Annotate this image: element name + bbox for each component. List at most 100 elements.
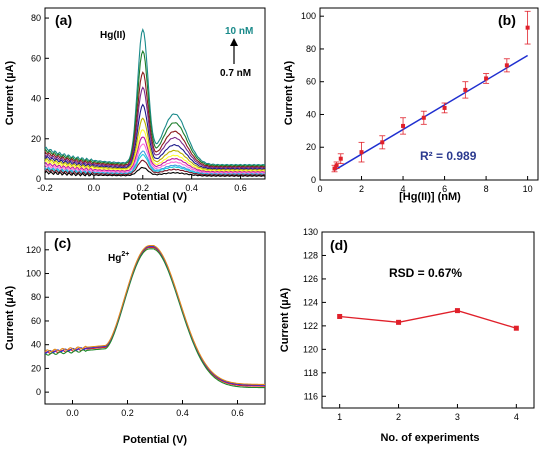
y-tick-label: 80 [306, 44, 316, 54]
annotation-a: Hg(II) [100, 30, 126, 41]
plot-frame-b [319, 7, 539, 181]
y-tick-label: 60 [31, 53, 41, 63]
data-point [401, 123, 406, 128]
x-tick-label: 0.2 [137, 183, 150, 193]
data-point [484, 76, 489, 81]
repeat-voltammogram-series [44, 246, 265, 387]
x-tick-label: -0.2 [37, 183, 53, 193]
y-tick-label: 126 [303, 274, 318, 284]
data-point [396, 319, 402, 325]
y-tick-label: 20 [31, 363, 41, 373]
y-axis-title-a: Current (µA) [4, 60, 16, 125]
data-point [463, 87, 468, 92]
voltammogram-series-a [44, 136, 266, 173]
data-point [421, 115, 426, 120]
annotation-c-base: Hg [108, 253, 121, 264]
y-axis-title-c: Current (µA) [4, 285, 16, 350]
linear-fit-line [334, 54, 529, 171]
legend-conc-low: 0.7 nM [220, 68, 251, 79]
y-tick-label: 0 [36, 387, 41, 397]
panel-label-b: (b) [498, 12, 516, 28]
panel-c: 0.0 0.2 0.4 0.6 0 20 40 60 80 100 120 (c) Hg2+ Pot… [4, 231, 266, 446]
x-tick-label: 0.6 [234, 183, 247, 193]
data-point [334, 163, 339, 168]
y-tick-label: 120 [26, 245, 41, 255]
plot-frame-d [321, 231, 535, 409]
x-axis-title-a: Potential (V) [123, 191, 188, 203]
x-tick-label: 0.4 [185, 183, 198, 193]
y-tick-label: 20 [306, 142, 316, 152]
voltammogram-series-a [44, 86, 266, 169]
panel-label-c: (c) [54, 235, 71, 251]
reproducibility-line [339, 309, 517, 329]
y-tick-label: 100 [26, 269, 41, 279]
data-point [380, 140, 385, 145]
data-point [513, 325, 519, 331]
r2-annotation: R² = 0.989 [420, 149, 477, 163]
y-tick-label: 118 [304, 368, 318, 378]
voltammogram-series-a [44, 143, 266, 174]
data-point [337, 313, 343, 319]
y-tick-label: 60 [306, 77, 316, 87]
x-tick-label: 4 [401, 184, 406, 194]
x-axis-title-c: Potential (V) [123, 434, 188, 446]
x-tick-label: 6 [442, 184, 447, 194]
x-tick-label: 2 [359, 184, 364, 194]
panel-d: 1 2 3 4 116 118 120 122 124 126 128 130 (d) RSD = 0… [279, 227, 535, 444]
y-tick-label: 130 [303, 227, 318, 237]
plot-frame-a [44, 7, 266, 180]
x-tick-label: 0.6 [231, 408, 244, 418]
repeat-voltammogram-series [44, 248, 265, 389]
y-tick-label: 0 [36, 174, 41, 184]
y-tick-label: 124 [303, 297, 318, 307]
plot-frame-c [44, 231, 266, 405]
panel-label-a: (a) [55, 12, 72, 28]
voltammogram-series-a [44, 27, 266, 166]
y-tick-label: 60 [31, 316, 41, 326]
y-tick-label: 40 [306, 109, 316, 119]
voltammogram-series-a [44, 129, 266, 172]
rsd-annotation: RSD = 0.67% [389, 266, 462, 280]
y-tick-label: 0 [311, 175, 316, 185]
x-tick-label: 3 [455, 412, 460, 422]
data-point [504, 63, 509, 68]
y-tick-label: 80 [31, 292, 41, 302]
x-tick-label: 0.0 [88, 183, 101, 193]
x-axis-title-b: [Hg(II)] (nM) [399, 191, 461, 203]
data-point [525, 25, 530, 30]
x-tick-label: 1 [337, 412, 342, 422]
x-axis-title-d: No. of experiments [380, 432, 479, 444]
data-point [359, 150, 364, 155]
annotation-c-sup: 2+ [121, 251, 129, 258]
y-tick-label: 100 [301, 11, 316, 21]
x-tick-label: 0.2 [121, 408, 134, 418]
voltammogram-series-a [44, 49, 266, 167]
repeat-voltammogram-series [44, 245, 265, 386]
y-tick-label: 80 [31, 13, 41, 23]
x-tick-label: 0.0 [66, 408, 79, 418]
y-tick-label: 40 [31, 94, 41, 104]
y-tick-label: 116 [304, 391, 318, 401]
y-axis-title-d: Current (µA) [279, 287, 291, 352]
x-tick-label: 8 [484, 184, 489, 194]
x-tick-label: 4 [514, 412, 519, 422]
panel-a: -0.2 0.0 0.2 0.4 0.6 0 20 40 60 80 (a) Hg(II) 10 … [4, 7, 266, 203]
arrow-up-icon [230, 38, 238, 46]
panel-label-d: (d) [330, 237, 348, 253]
y-tick-label: 20 [31, 134, 41, 144]
x-tick-label: 2 [396, 412, 401, 422]
y-tick-label: 122 [303, 321, 318, 331]
x-tick-label: 10 [523, 184, 533, 194]
voltammogram-series-a [44, 71, 266, 168]
y-tick-label: 120 [303, 344, 318, 354]
x-tick-label: 0 [317, 184, 322, 194]
y-tick-label: 128 [303, 250, 318, 260]
x-tick-label: 0.4 [176, 408, 189, 418]
voltammogram-series-a [44, 117, 266, 171]
annotation-c: Hg2+ [108, 251, 129, 264]
legend-conc-high: 10 nM [225, 26, 253, 37]
y-tick-label: 40 [31, 340, 41, 350]
data-point [454, 308, 460, 314]
